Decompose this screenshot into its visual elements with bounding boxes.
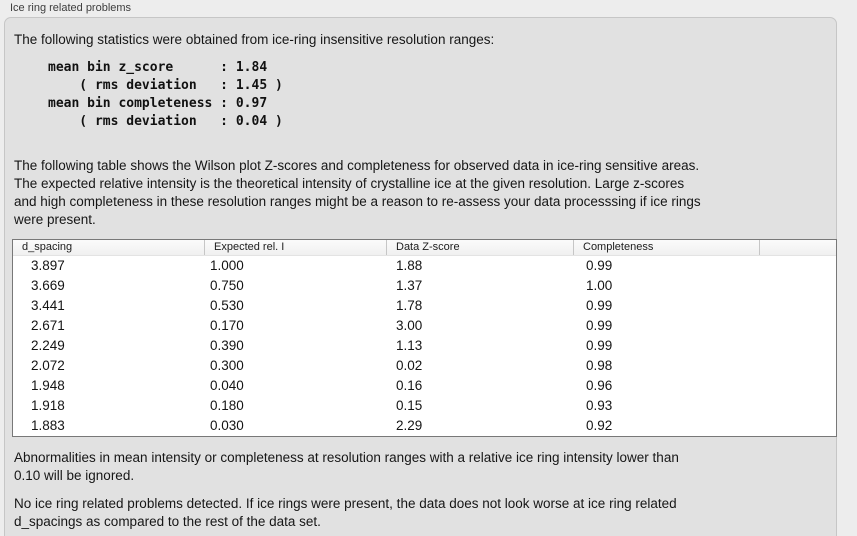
table-cell: 0.040 bbox=[210, 378, 244, 393]
table-cell: 1.883 bbox=[31, 418, 65, 433]
table-body: 3.897 1.000 1.88 0.99 3.669 0.750 1.37 1.00 3.44… bbox=[13, 256, 836, 436]
table-cell: 0.99 bbox=[586, 318, 613, 333]
table-cell bbox=[759, 276, 836, 296]
table-row[interactable]: 3.669 0.750 1.37 1.00 bbox=[13, 276, 836, 296]
table-cell: 1.78 bbox=[396, 298, 423, 313]
table-cell: 0.99 bbox=[586, 338, 613, 353]
table-cell: 0.170 bbox=[210, 318, 244, 333]
ignore-note-text: Abnormalities in mean intensity or compl… bbox=[14, 450, 679, 483]
table-cell bbox=[759, 416, 836, 436]
column-header-empty[interactable] bbox=[759, 240, 836, 255]
table-cell: 0.750 bbox=[210, 278, 244, 293]
table-row[interactable]: 3.897 1.000 1.88 0.99 bbox=[13, 256, 836, 276]
table-cell: 0.96 bbox=[586, 378, 613, 393]
table-cell bbox=[759, 256, 836, 276]
table-cell bbox=[759, 336, 836, 356]
intro-text: The following statistics were obtained f… bbox=[14, 32, 495, 47]
table-row[interactable]: 2.671 0.170 3.00 0.99 bbox=[13, 316, 836, 336]
table-cell: 0.92 bbox=[586, 418, 613, 433]
ice-ring-groupbox: The following statistics were obtained f… bbox=[4, 17, 837, 536]
table-cell: 0.98 bbox=[586, 358, 613, 373]
ice-ring-table: d_spacing Expected rel. I Data Z-score C… bbox=[12, 239, 837, 437]
table-cell: 0.390 bbox=[210, 338, 244, 353]
table-row[interactable]: 1.948 0.040 0.16 0.96 bbox=[13, 376, 836, 396]
table-cell: 2.671 bbox=[31, 318, 65, 333]
column-header-data-z-score[interactable]: Data Z-score bbox=[386, 240, 573, 255]
table-header-row: d_spacing Expected rel. I Data Z-score C… bbox=[13, 240, 836, 256]
table-cell: 1.00 bbox=[586, 278, 613, 293]
table-cell: 0.180 bbox=[210, 398, 244, 413]
table-cell: 3.669 bbox=[31, 278, 65, 293]
table-cell bbox=[759, 396, 836, 416]
table-cell: 1.918 bbox=[31, 398, 65, 413]
column-header-expected-rel-i[interactable]: Expected rel. I bbox=[204, 240, 386, 255]
table-row[interactable]: 1.883 0.030 2.29 0.92 bbox=[13, 416, 836, 436]
table-cell: 0.530 bbox=[210, 298, 244, 313]
description-text: The following table shows the Wilson plo… bbox=[14, 158, 701, 227]
table-cell bbox=[759, 316, 836, 336]
table-cell: 0.02 bbox=[396, 358, 423, 373]
table-cell: 0.15 bbox=[396, 398, 423, 413]
table-cell: 0.16 bbox=[396, 378, 423, 393]
table-cell: 0.300 bbox=[210, 358, 244, 373]
table-cell: 0.99 bbox=[586, 298, 613, 313]
table-cell bbox=[759, 376, 836, 396]
table-cell: 2.072 bbox=[31, 358, 65, 373]
column-header-completeness[interactable]: Completeness bbox=[573, 240, 759, 255]
table-cell: 1.37 bbox=[396, 278, 423, 293]
table-cell: 2.29 bbox=[396, 418, 423, 433]
table-cell: 1.88 bbox=[396, 258, 423, 273]
table-row[interactable]: 1.918 0.180 0.15 0.93 bbox=[13, 396, 836, 416]
table-row[interactable]: 2.249 0.390 1.13 0.99 bbox=[13, 336, 836, 356]
table-cell: 3.897 bbox=[31, 258, 65, 273]
table-row[interactable]: 3.441 0.530 1.78 0.99 bbox=[13, 296, 836, 316]
table-row[interactable]: 2.072 0.300 0.02 0.98 bbox=[13, 356, 836, 376]
column-header-d-spacing[interactable]: d_spacing bbox=[22, 241, 73, 253]
table-cell: 0.99 bbox=[586, 258, 613, 273]
page-title: Ice ring related problems bbox=[10, 2, 132, 14]
table-cell: 0.93 bbox=[586, 398, 613, 413]
table-cell bbox=[759, 296, 836, 316]
table-cell: 1.000 bbox=[210, 258, 244, 273]
table-cell: 2.249 bbox=[31, 338, 65, 353]
table-cell: 1.13 bbox=[396, 338, 423, 353]
table-cell: 0.030 bbox=[210, 418, 244, 433]
table-cell: 3.441 bbox=[31, 298, 65, 313]
table-cell: 1.948 bbox=[31, 378, 65, 393]
conclusion-text: No ice ring related problems detected. I… bbox=[14, 496, 677, 529]
table-cell: 3.00 bbox=[396, 318, 423, 333]
table-cell bbox=[759, 356, 836, 376]
stats-block: mean bin z_score : 1.84 ( rms deviation … bbox=[48, 60, 283, 129]
